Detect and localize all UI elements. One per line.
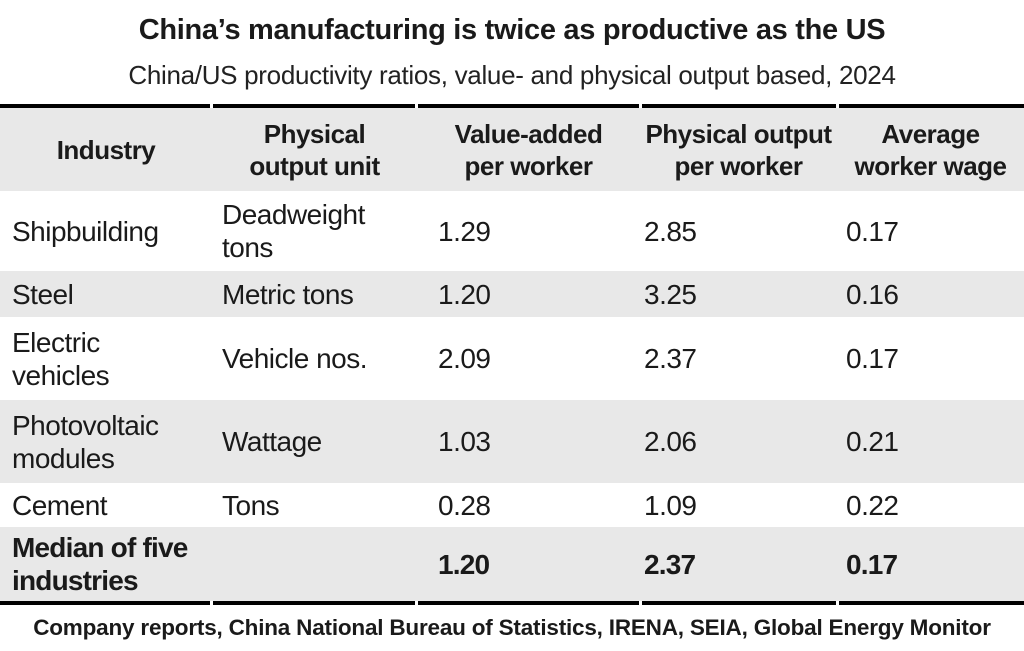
page-title: China’s manufacturing is twice as produc…	[138, 14, 886, 46]
cell-physical-output-ratio: 3.25	[644, 278, 697, 310]
rule-segment	[839, 601, 1024, 605]
table-row-photovoltaic-modules: Photovoltaic modules Wattage 1.03 2.06 0…	[0, 400, 1024, 483]
cell-output-unit: Deadweight tons	[222, 199, 365, 263]
header-cell-industry: Industry	[56, 134, 156, 165]
header-cell-physical-output-per-worker: Physical output per worker	[645, 118, 832, 181]
rule-segment	[213, 601, 415, 605]
table-body: Shipbuilding Deadweight tons 1.29 2.85 0…	[0, 191, 1024, 601]
page-subtitle: China/US productivity ratios, value- and…	[128, 60, 896, 90]
cell-value-added-ratio: 2.09	[438, 343, 491, 374]
cell-output-unit: Tons	[222, 489, 280, 521]
cell-industry: Median of five industries	[12, 532, 188, 596]
table-bottom-rule	[0, 601, 1024, 605]
cell-output-unit: Vehicle nos.	[222, 343, 368, 374]
cell-wage-ratio: 0.22	[846, 489, 899, 521]
cell-output-unit: Wattage	[222, 426, 322, 457]
cell-value-added-ratio: 1.20	[438, 278, 491, 310]
rule-segment	[642, 601, 836, 605]
rule-segment	[418, 601, 639, 605]
cell-wage-ratio: 0.21	[846, 426, 899, 457]
header-cell-physical-output-unit: Physical output unit	[249, 118, 380, 181]
rule-segment	[0, 601, 210, 605]
table-row-shipbuilding: Shipbuilding Deadweight tons 1.29 2.85 0…	[0, 191, 1024, 271]
cell-value-added-ratio: 1.03	[438, 426, 491, 457]
rule-segment	[418, 104, 639, 108]
table-row-steel: Steel Metric tons 1.20 3.25 0.16	[0, 271, 1024, 317]
cell-output-unit: Metric tons	[222, 278, 354, 310]
table-row-median: Median of five industries 1.20 2.37 0.17	[0, 527, 1024, 601]
rule-segment	[213, 104, 415, 108]
cell-industry: Steel	[12, 278, 74, 310]
cell-physical-output-ratio: 2.85	[644, 215, 697, 247]
cell-industry: Electric vehicles	[12, 326, 110, 391]
rule-segment	[0, 104, 210, 108]
cell-physical-output-ratio: 2.37	[644, 548, 696, 580]
cell-wage-ratio: 0.17	[846, 343, 899, 374]
header-cell-value-added-per-worker: Value-added per worker	[454, 118, 603, 181]
rule-segment	[839, 104, 1024, 108]
table-top-rule	[0, 104, 1024, 108]
cell-physical-output-ratio: 2.06	[644, 426, 697, 457]
cell-industry: Shipbuilding	[12, 215, 159, 247]
cell-physical-output-ratio: 2.37	[644, 343, 697, 374]
cell-wage-ratio: 0.16	[846, 278, 899, 310]
cell-wage-ratio: 0.17	[846, 215, 899, 247]
productivity-table-figure: China’s manufacturing is twice as produc…	[0, 10, 1024, 651]
header-cell-average-worker-wage: Average worker wage	[854, 118, 1007, 181]
cell-industry: Photovoltaic modules	[12, 409, 159, 474]
cell-value-added-ratio: 0.28	[438, 489, 491, 521]
cell-industry: Cement	[12, 489, 108, 521]
cell-value-added-ratio: 1.20	[438, 548, 490, 580]
table-row-electric-vehicles: Electric vehicles Vehicle nos. 2.09 2.37…	[0, 317, 1024, 400]
table-header-row: Industry Physical output unit Value-adde…	[0, 108, 1024, 191]
source-line: Company reports, China National Bureau o…	[33, 615, 991, 640]
rule-segment	[642, 104, 836, 108]
cell-value-added-ratio: 1.29	[438, 215, 491, 247]
cell-wage-ratio: 0.17	[846, 548, 898, 580]
table-row-cement: Cement Tons 0.28 1.09 0.22	[0, 483, 1024, 527]
cell-physical-output-ratio: 1.09	[644, 489, 697, 521]
